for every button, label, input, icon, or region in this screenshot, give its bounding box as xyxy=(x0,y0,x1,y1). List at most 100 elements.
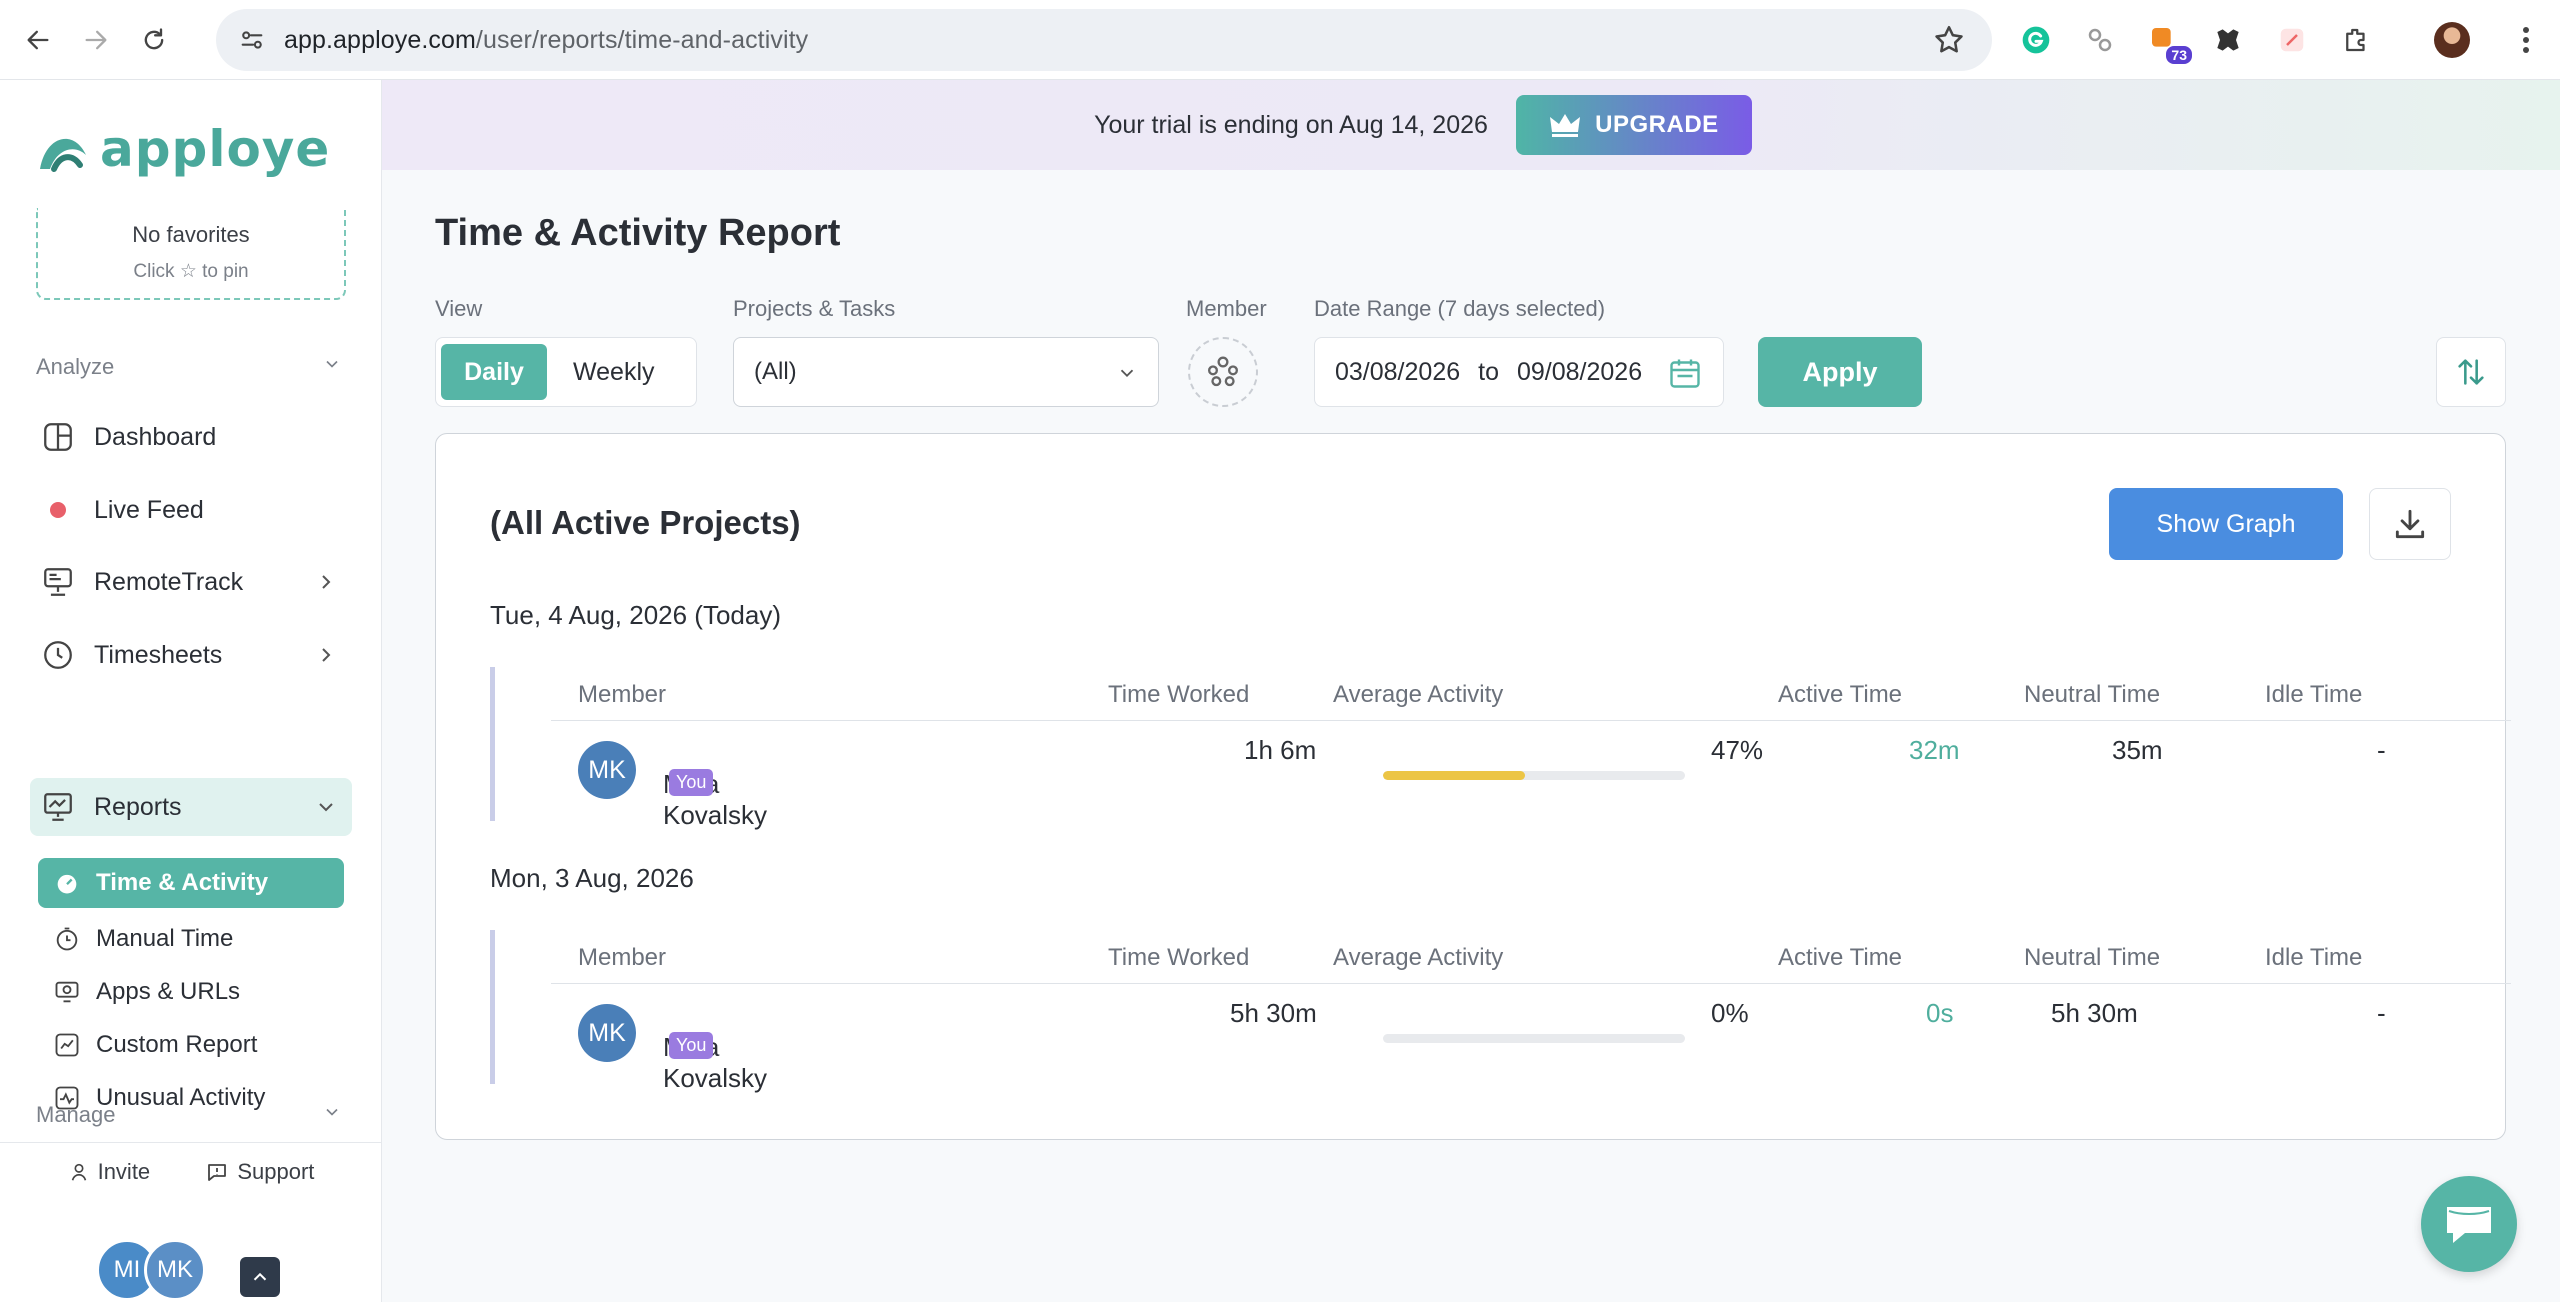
time-worked-value: 5h 30m xyxy=(1230,998,1317,1028)
member-picker[interactable] xyxy=(1188,337,1258,407)
section-analyze[interactable]: Analyze xyxy=(36,354,342,380)
todo-extension-icon[interactable]: 73 xyxy=(2138,14,2192,66)
favorites-panel: No favorites Click ☆ to pin xyxy=(36,208,346,300)
dashboard-icon xyxy=(38,417,78,457)
org-avatars[interactable]: MI MK xyxy=(96,1239,206,1301)
col-member: Member xyxy=(578,944,667,971)
clock-icon xyxy=(38,635,78,675)
col-time-worked: Time Worked xyxy=(1108,681,1250,708)
apploye-logo[interactable]: apploye xyxy=(36,120,330,178)
sub-item-label: Apps & URLs xyxy=(96,978,241,1005)
sub-item-manual-time[interactable]: Manual Time xyxy=(38,914,344,964)
projects-select-value: (All) xyxy=(754,358,797,385)
collapse-button[interactable] xyxy=(240,1257,280,1297)
neutral-time-value: 35m xyxy=(2112,735,2163,765)
trial-banner: Your trial is ending on Aug 14, 2026 UPG… xyxy=(382,80,2560,170)
col-active-time: Active Time xyxy=(1778,944,1903,971)
favorites-hint: Click ☆ to pin xyxy=(133,261,249,282)
report-card: (All Active Projects) Show Graph Tue, 4 … xyxy=(435,433,2511,1140)
member-avatar: MK xyxy=(578,1004,636,1062)
extensions-puzzle-icon[interactable] xyxy=(2330,14,2382,66)
view-weekly-button[interactable]: Weekly xyxy=(573,357,655,386)
idle-time-value: - xyxy=(2377,735,2386,765)
sidebar-item-live-feed[interactable]: Live Feed xyxy=(30,481,352,539)
activity-pulse-icon xyxy=(50,1081,84,1115)
apply-button[interactable]: Apply xyxy=(1758,337,1922,407)
logo-text: apploye xyxy=(100,120,331,178)
grammarly-extension-icon[interactable] xyxy=(2010,14,2062,66)
avatar: MK xyxy=(144,1239,206,1301)
chevron-down-icon xyxy=(326,360,338,368)
chevron-down-icon xyxy=(1120,369,1134,378)
col-active-time: Active Time xyxy=(1778,681,1903,708)
section-manage[interactable]: Manage xyxy=(36,1102,342,1128)
sidebar-item-dashboard[interactable]: Dashboard xyxy=(30,408,352,466)
view-daily-button[interactable]: Daily xyxy=(441,344,547,400)
invite-link[interactable]: Invite xyxy=(68,1159,150,1185)
upgrade-label: UPGRADE xyxy=(1595,111,1719,138)
view-label: View xyxy=(435,296,483,321)
day-label: Mon, 3 Aug, 2026 xyxy=(490,863,694,893)
reload-icon xyxy=(144,27,164,49)
col-neutral-time: Neutral Time xyxy=(2024,681,2161,708)
support-link[interactable]: Support xyxy=(205,1159,314,1185)
forward-button[interactable] xyxy=(68,12,124,68)
sort-button[interactable] xyxy=(2436,337,2506,407)
reload-button[interactable] xyxy=(126,12,182,68)
sub-item-unusual-activity[interactable]: Unusual Activity xyxy=(38,1073,344,1123)
date-range-picker[interactable]: 03/08/2026 to 09/08/2026 xyxy=(1314,337,1724,407)
sidebar-item-label: Timesheets xyxy=(94,640,223,669)
sidebar-item-label: Dashboard xyxy=(94,422,217,451)
site-info-icon[interactable] xyxy=(230,18,274,62)
show-graph-button[interactable]: Show Graph xyxy=(2109,488,2343,560)
date-to: 09/08/2026 xyxy=(1516,357,1643,386)
activity-bar xyxy=(1383,1034,1685,1043)
support-label: Support xyxy=(237,1159,315,1184)
col-average-activity: Average Activity xyxy=(1333,681,1504,708)
activity-bar-fill xyxy=(1383,771,1525,780)
download-button[interactable] xyxy=(2369,488,2451,560)
upgrade-button[interactable]: UPGRADE xyxy=(1515,95,1752,155)
pen-extension-icon[interactable] xyxy=(2266,14,2318,66)
projects-label: Projects & Tasks xyxy=(733,296,896,321)
back-button[interactable] xyxy=(10,12,66,68)
sub-item-custom-report[interactable]: Custom Report xyxy=(38,1020,344,1070)
chevron-down-icon xyxy=(319,803,333,812)
idle-time-value: - xyxy=(2377,998,2386,1028)
url-text[interactable]: app.apploye.com/user/reports/time-and-ac… xyxy=(284,26,808,55)
sidebar-item-remotetrack[interactable]: RemoteTrack xyxy=(30,553,352,611)
col-member: Member xyxy=(578,681,667,708)
puzzle-piece-extension-icon[interactable] xyxy=(2202,14,2254,66)
line-chart-icon xyxy=(50,1028,84,1062)
chat-bubble-icon xyxy=(208,1164,227,1181)
calendar-icon xyxy=(1670,359,1700,388)
col-idle-time: Idle Time xyxy=(2265,944,2363,971)
chat-widget-button[interactable] xyxy=(2421,1176,2517,1272)
bookmark-star-icon[interactable] xyxy=(1932,23,1966,57)
sidebar-item-label: RemoteTrack xyxy=(94,567,244,596)
you-badge: You xyxy=(669,1032,714,1059)
address-bar[interactable]: app.apploye.com/user/reports/time-and-ac… xyxy=(216,9,1992,71)
sub-item-apps-urls[interactable]: Apps & URLs xyxy=(38,967,344,1017)
date-from: 03/08/2026 xyxy=(1335,357,1461,386)
section-manage-label: Manage xyxy=(36,1102,116,1127)
date-range-label: Date Range (7 days selected) xyxy=(1314,296,1606,321)
footer-links: Invite Support xyxy=(0,1159,382,1185)
link-extension-icon[interactable] xyxy=(2074,14,2126,66)
member-label: Member xyxy=(1186,296,1267,321)
profile-avatar[interactable] xyxy=(2434,22,2470,58)
section-analyze-label: Analyze xyxy=(36,354,115,379)
active-time-value: 32m xyxy=(1909,735,1960,765)
sidebar-item-label: Live Feed xyxy=(94,495,204,524)
sidebar-item-reports[interactable]: Reports xyxy=(30,778,352,836)
sidebar-item-timesheets[interactable]: Timesheets xyxy=(30,626,352,684)
date-to-word: to xyxy=(1478,357,1499,386)
projects-select[interactable]: (All) xyxy=(733,337,1159,407)
sub-item-time-activity[interactable]: Time & Activity xyxy=(38,858,344,908)
browser-menu-icon[interactable] xyxy=(2508,22,2544,58)
activity-bar xyxy=(1383,771,1685,780)
chevron-down-icon xyxy=(326,1108,338,1116)
gauge-icon xyxy=(50,866,84,900)
